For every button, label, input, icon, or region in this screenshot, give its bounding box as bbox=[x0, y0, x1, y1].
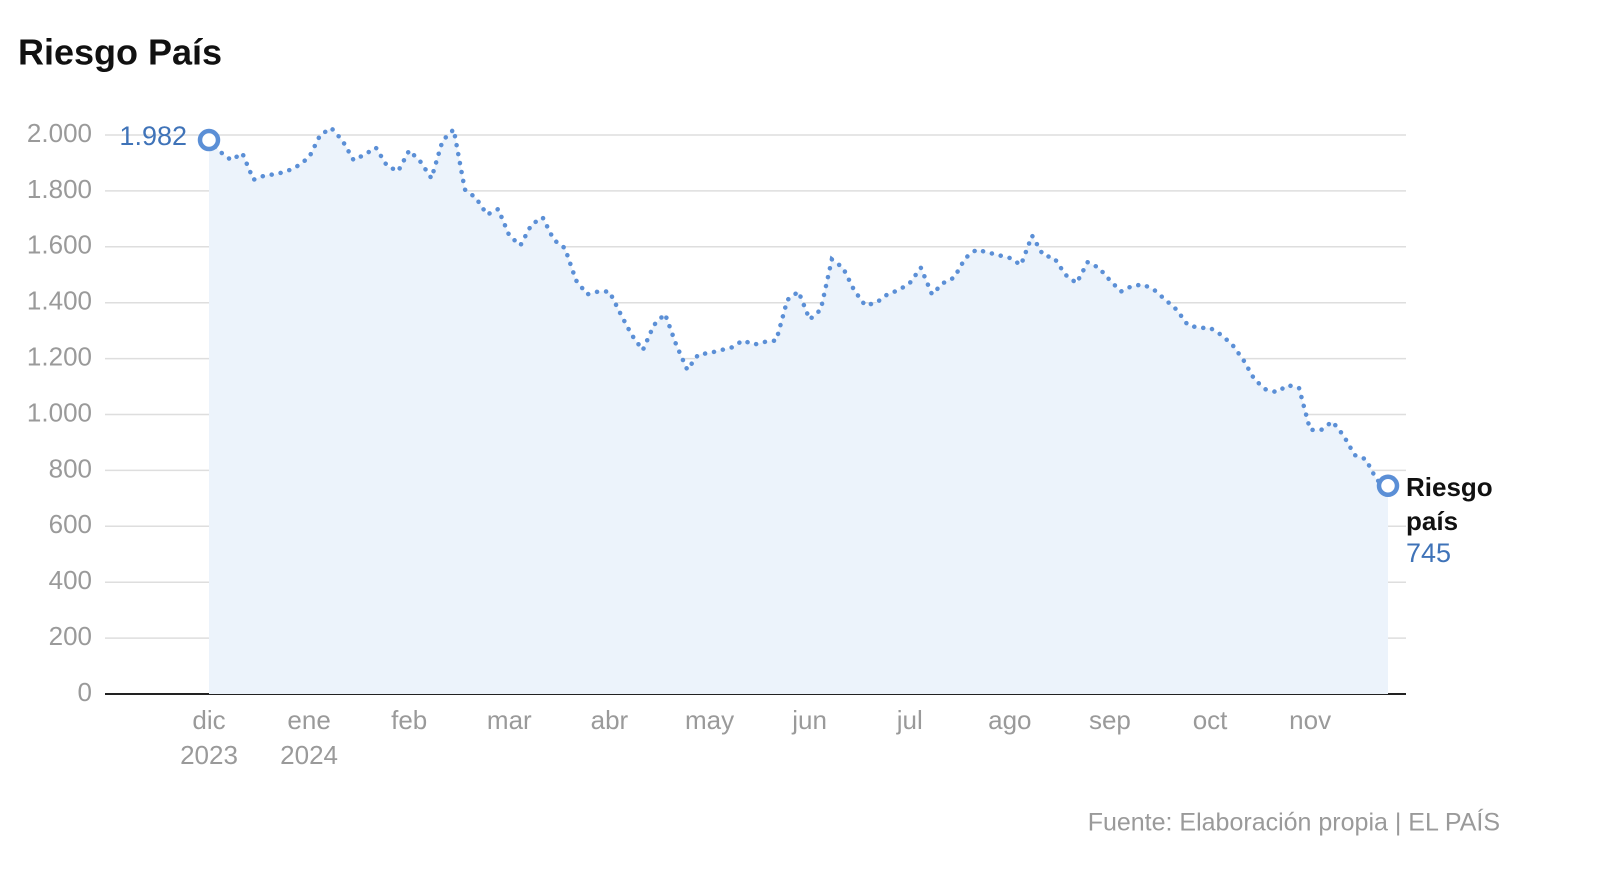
x-tick-label: jun bbox=[791, 705, 827, 735]
x-tick-label: abr bbox=[591, 705, 629, 735]
x-tick-label: may bbox=[685, 705, 734, 735]
y-tick-label: 1.000 bbox=[27, 397, 92, 427]
end-marker bbox=[197, 128, 221, 152]
x-tick-label: ago bbox=[988, 705, 1031, 735]
y-tick-label: 600 bbox=[49, 509, 92, 539]
x-tick-label: ene 2024 bbox=[280, 705, 338, 770]
y-tick-label: 1.800 bbox=[27, 174, 92, 204]
x-tick-label: sep bbox=[1089, 705, 1131, 735]
x-tick-label: mar bbox=[487, 705, 532, 735]
chart-title: Riesgo País bbox=[18, 32, 222, 73]
y-tick-label: 0 bbox=[78, 677, 92, 707]
y-tick-label: 2.000 bbox=[27, 118, 92, 148]
series-label: Riesgo país bbox=[1406, 472, 1493, 536]
x-tick-label: oct bbox=[1193, 705, 1228, 735]
end-marker bbox=[1376, 474, 1400, 498]
x-tick-label: jul bbox=[896, 705, 923, 735]
x-tick-label: nov bbox=[1289, 705, 1331, 735]
x-tick-label: dic 2023 bbox=[180, 705, 238, 770]
y-tick-label: 1.200 bbox=[27, 341, 92, 371]
y-tick-label: 1.600 bbox=[27, 230, 92, 260]
area bbox=[209, 128, 1388, 694]
source: Fuente: Elaboración propia | EL PAÍS bbox=[1088, 808, 1500, 837]
y-tick-label: 400 bbox=[49, 565, 92, 595]
value-label: 1.982 bbox=[119, 121, 187, 151]
value-label: 745 bbox=[1406, 538, 1451, 568]
x-tick-label: feb bbox=[391, 705, 427, 735]
y-tick-label: 1.400 bbox=[27, 286, 92, 316]
y-tick-label: 800 bbox=[49, 453, 92, 483]
y-tick-label: 200 bbox=[49, 621, 92, 651]
